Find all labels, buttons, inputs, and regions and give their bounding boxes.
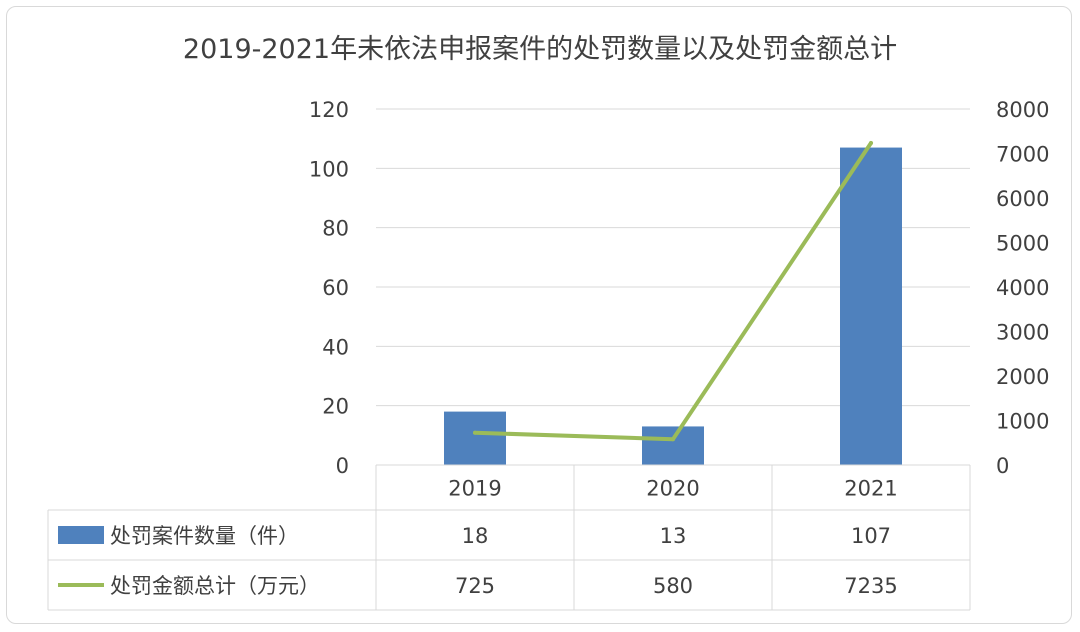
right-tick-label: 4000 [996,276,1049,300]
left-tick-label: 60 [322,276,349,300]
line-point [869,141,873,146]
table-value: 7235 [844,574,897,598]
right-tick-label: 7000 [996,143,1049,167]
legend-label: 处罚案件数量（件） [110,524,299,548]
data-table: 2019 2020 2021 处罚案件数量（件） 18 13 107 处罚金额总计（万元） 72… [47,464,971,611]
right-tick-label: 1000 [996,410,1049,434]
left-tick-label: 0 [336,454,349,478]
bar [642,426,704,465]
bar [444,411,506,465]
category-label: 2019 [448,477,501,501]
right-axis-ticks: 0 1000 2000 3000 4000 5000 6000 7000 8000 [996,98,1049,478]
left-tick-label: 20 [322,395,349,419]
chart-title: 2019-2021年未依法申报案件的处罚数量以及处罚金额总计 [183,34,897,65]
table-value: 18 [462,524,489,548]
legend-label: 处罚金额总计（万元） [110,574,320,598]
left-tick-label: 40 [322,335,349,359]
line-point [473,430,477,435]
right-tick-label: 5000 [996,232,1049,256]
bar [840,147,902,466]
right-tick-label: 2000 [996,365,1049,389]
series-line [473,141,873,442]
right-tick-label: 0 [996,454,1009,478]
left-axis-ticks: 0 20 40 60 80 100 120 [309,98,349,478]
right-tick-label: 8000 [996,98,1049,122]
table-value: 107 [851,524,891,548]
right-tick-label: 6000 [996,187,1049,211]
table-value: 13 [660,524,687,548]
legend-bar-key [58,526,104,544]
bar-series [444,147,902,466]
table-value: 725 [455,574,495,598]
category-label: 2020 [646,477,699,501]
category-label: 2021 [844,477,897,501]
line-series [473,141,873,442]
table-value: 580 [653,574,693,598]
left-tick-label: 100 [309,157,349,181]
line-point [671,437,675,442]
left-tick-label: 80 [322,217,349,241]
right-tick-label: 3000 [996,321,1049,345]
left-tick-label: 120 [309,98,349,122]
